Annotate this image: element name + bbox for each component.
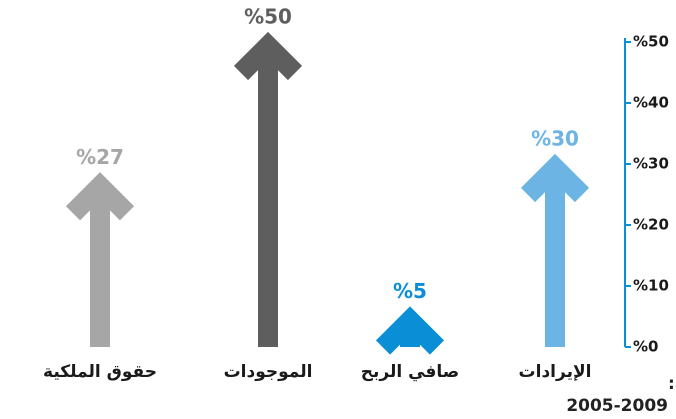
arrow-bar <box>233 31 303 347</box>
x-tick-label: الموجودات <box>224 362 313 382</box>
y-tick-label: %20 <box>633 216 669 234</box>
value-label: %5 <box>393 279 427 303</box>
value-label: %30 <box>531 127 579 151</box>
arrow-bar <box>375 306 445 355</box>
y-tick-label: %0 <box>633 338 658 356</box>
x-tick-label: حقوق الملكية <box>43 362 157 382</box>
value-label: %50 <box>244 5 292 29</box>
chart-title: المؤشرات المالية: <box>668 374 676 394</box>
value-label: %27 <box>76 145 124 169</box>
arrow-bar <box>520 153 590 347</box>
y-tick-label: %10 <box>633 277 669 295</box>
y-tick-label: %30 <box>633 155 669 173</box>
x-tick-label: الإيرادات <box>519 362 592 382</box>
chart-subtitle: 2005-2009 <box>566 396 668 416</box>
arrow-bar <box>65 172 135 347</box>
y-tick-label: %50 <box>633 33 669 51</box>
y-tick-label: %40 <box>633 94 669 112</box>
x-tick-label: صافي الربح <box>361 362 459 382</box>
